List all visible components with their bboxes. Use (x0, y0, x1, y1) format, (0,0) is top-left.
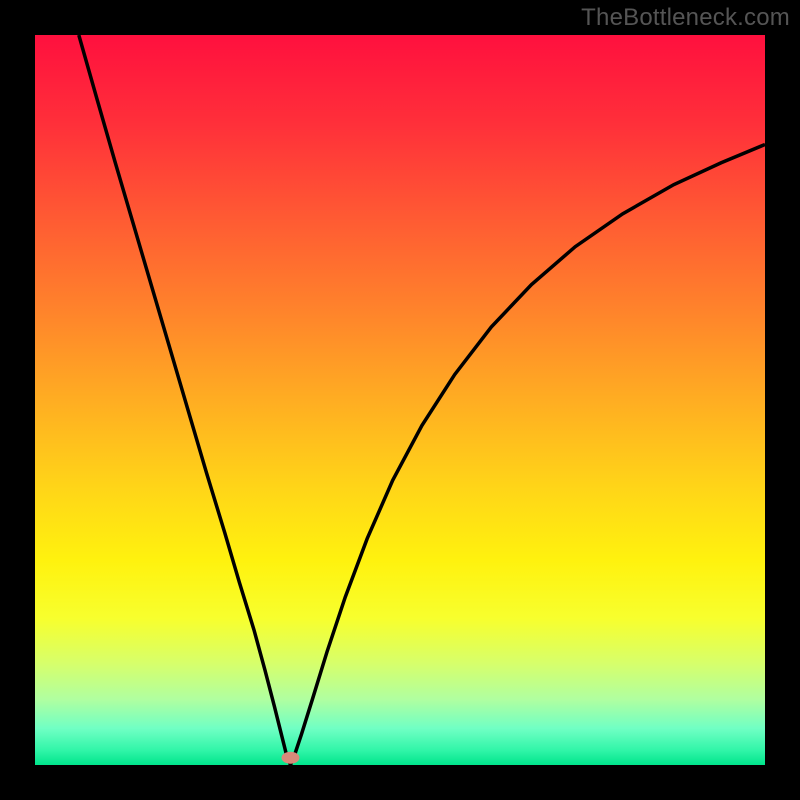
gradient-background (35, 35, 765, 765)
watermark-text: TheBottleneck.com (581, 4, 790, 32)
bottleneck-chart (35, 35, 765, 765)
chart-container: TheBottleneck.com (0, 0, 800, 800)
plot-area (35, 35, 765, 765)
optimum-marker (282, 752, 300, 764)
